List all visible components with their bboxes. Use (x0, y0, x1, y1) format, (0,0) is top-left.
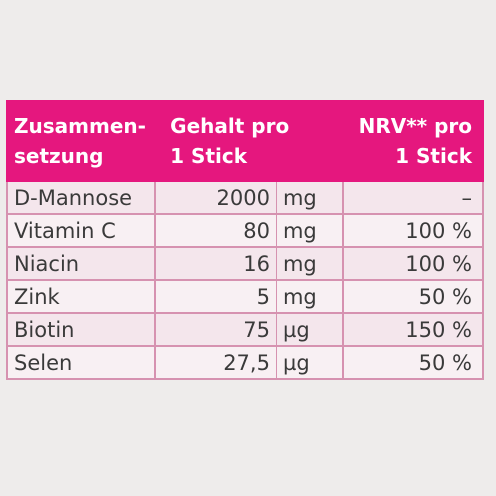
amount: 75 (154, 312, 277, 347)
nrv: 100 % (341, 213, 485, 248)
unit: mg (275, 246, 344, 281)
ingredient: Selen (5, 345, 157, 380)
table-row: Vitamin C 80 mg 100 % (5, 213, 485, 248)
ingredient: Vitamin C (5, 213, 157, 248)
unit: µg (275, 312, 344, 347)
table-row: Niacin 16 mg 100 % (5, 246, 485, 281)
header-text: setzung (14, 144, 104, 168)
header-text: NRV** pro (358, 114, 472, 138)
nrv: 50 % (341, 279, 485, 314)
amount: 16 (154, 246, 277, 281)
header-cell: NRV** pro 1 Stick (341, 100, 485, 182)
table-row: Biotin 75 µg 150 % (5, 312, 485, 347)
unit: µg (275, 345, 344, 380)
nrv: 50 % (341, 345, 485, 380)
header-cell: Gehalt pro 1 Stick (154, 100, 344, 182)
amount: 27,5 (154, 345, 277, 380)
header-text: 1 Stick (395, 144, 472, 168)
ingredient: Biotin (5, 312, 157, 347)
nrv: 100 % (341, 246, 485, 281)
nutrition-table: Zusammen-setzung Gehalt pro 1 Stick NRV** p… (5, 100, 485, 380)
header-cell: Zusammen-setzung (5, 100, 157, 182)
unit: mg (275, 180, 344, 215)
amount: 80 (154, 213, 277, 248)
table-row: Selen 27,5 µg 50 % (5, 345, 485, 380)
unit: mg (275, 213, 344, 248)
header-text: Gehalt pro (170, 114, 290, 138)
ingredient: Niacin (5, 246, 157, 281)
header-text: Zusammen- (14, 114, 146, 138)
nrv: – (341, 180, 485, 215)
table-row: D-Mannose 2000 mg – (5, 180, 485, 215)
unit: mg (275, 279, 344, 314)
nrv: 150 % (341, 312, 485, 347)
ingredient: D-Mannose (5, 180, 157, 215)
header-row: Zusammen-setzung Gehalt pro 1 Stick NRV** p… (5, 100, 485, 182)
table-row: Zink 5 mg 50 % (5, 279, 485, 314)
header-text: 1 Stick (170, 144, 248, 168)
amount: 5 (154, 279, 277, 314)
ingredient: Zink (5, 279, 157, 314)
amount: 2000 (154, 180, 277, 215)
